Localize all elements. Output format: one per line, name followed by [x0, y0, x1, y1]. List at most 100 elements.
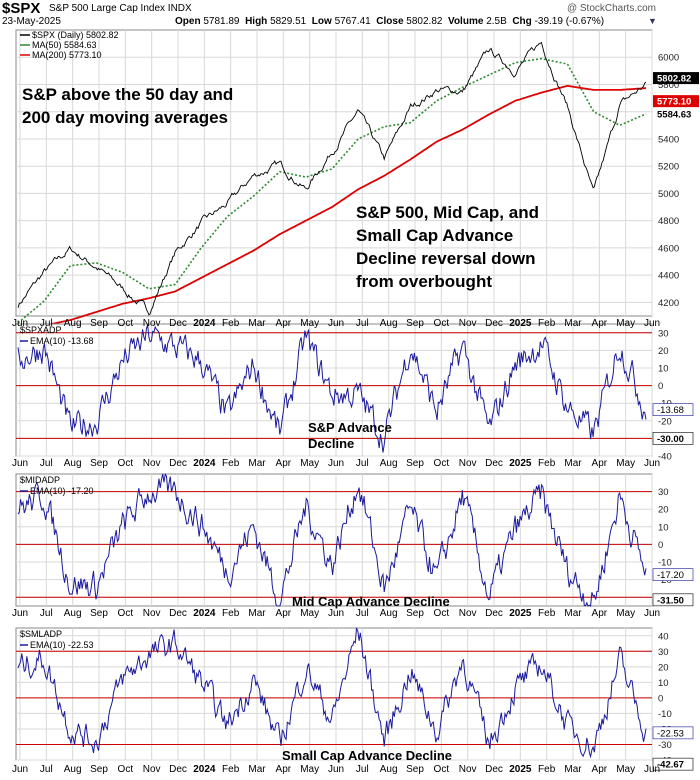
- y-tick-label: 4600: [658, 243, 679, 254]
- x-tick-label: Mar: [564, 458, 582, 469]
- x-tick-label: Apr: [276, 458, 292, 469]
- y-tick-label: 40: [658, 631, 669, 642]
- x-tick-label: Mar: [248, 458, 266, 469]
- x-tick-label: Oct: [118, 608, 134, 619]
- last-value-tag: [652, 432, 694, 445]
- legend-entry: $SPXADP: [20, 325, 62, 335]
- x-tick-label: Sep: [406, 764, 424, 775]
- chart-header: $SPX S&P 500 Large Cap Index INDX @ Stoc…: [0, 0, 700, 27]
- index-name: S&P 500 Large Cap Index INDX: [49, 3, 192, 14]
- x-tick-label: 2025: [509, 458, 532, 469]
- x-tick-label: 2024: [193, 318, 216, 329]
- legend-entry: MA(50) 5584.63: [32, 40, 97, 50]
- x-tick-label: Feb: [222, 608, 240, 619]
- annotation-text: S&P Advance: [308, 420, 392, 435]
- close-label: Close: [376, 16, 404, 27]
- x-axis-row: Jun Jul Aug Sep Oct Nov Dec 2024 Feb Mar Apr May Jun…: [12, 764, 660, 775]
- last-value-tag: [652, 403, 694, 416]
- annotation-text: Decline reversal down: [356, 249, 536, 268]
- x-tick-label: Sep: [406, 318, 424, 329]
- x-tick-label: Feb: [538, 458, 556, 469]
- y-tick-label: 10: [658, 678, 669, 689]
- x-tick-label: Jun: [12, 764, 28, 775]
- chart-date: 23-May-2025: [2, 16, 61, 27]
- annotation-text: S&P above the 50 day and: [22, 85, 233, 104]
- legend-entry: EMA(10) -17.20: [30, 486, 94, 496]
- y-tick-label: 4800: [658, 216, 679, 227]
- x-tick-label: Sep: [90, 318, 108, 329]
- chg-label: Chg: [512, 16, 532, 27]
- last-value-tag: [652, 568, 694, 581]
- x-tick-label: Sep: [90, 608, 108, 619]
- x-tick-label: Aug: [380, 764, 398, 775]
- y-tick-label: 20: [658, 505, 669, 516]
- annotation-text: 200 day moving averages: [22, 108, 228, 127]
- x-tick-label: Dec: [485, 318, 503, 329]
- x-tick-label: Oct: [434, 458, 450, 469]
- last-value-tag: [653, 72, 699, 85]
- x-tick-label: Jun: [328, 764, 344, 775]
- legend-entry: $MIDADP: [20, 475, 60, 485]
- y-tick-label: 5400: [658, 134, 679, 145]
- exchange: INDX: [167, 3, 192, 14]
- y-tick-label: 4200: [658, 298, 679, 309]
- x-tick-label: Sep: [90, 764, 108, 775]
- x-tick-label: Jun: [12, 318, 28, 329]
- x-tick-label: Dec: [169, 318, 187, 329]
- x-tick-label: Dec: [485, 608, 503, 619]
- x-tick-label: Jul: [40, 458, 53, 469]
- x-tick-label: May: [300, 764, 319, 775]
- x-tick-label: Apr: [276, 318, 292, 329]
- x-tick-label: Dec: [169, 608, 187, 619]
- last-value-tag: [652, 593, 694, 607]
- panel-frame: [15, 473, 653, 607]
- x-tick-label: May: [300, 318, 319, 329]
- x-tick-label: Dec: [169, 764, 187, 775]
- close-value: 5802.82: [406, 16, 443, 27]
- dropdown-caret-icon[interactable]: ▼: [648, 16, 657, 26]
- last-value-tag: [653, 107, 699, 120]
- y-tick-label: 5800: [658, 80, 679, 91]
- y-tick-label: 20: [658, 662, 669, 673]
- high-value: 5829.51: [270, 16, 307, 27]
- x-tick-label: Apr: [592, 458, 608, 469]
- volume-label: Volume: [448, 16, 484, 27]
- x-tick-label: Nov: [143, 764, 161, 775]
- x-tick-label: May: [616, 764, 635, 775]
- last-value-label: -22.53: [657, 728, 684, 739]
- annotation-text: from overbought: [356, 272, 492, 291]
- watermark: @ StockCharts.com: [566, 3, 656, 14]
- y-tick-label: 30: [658, 647, 669, 658]
- volume-value: 2.5B: [486, 16, 507, 27]
- x-tick-label: Feb: [538, 318, 556, 329]
- y-tick-label: -10: [658, 709, 672, 720]
- x-tick-label: May: [616, 608, 635, 619]
- last-value-label: 5773.10: [657, 97, 691, 108]
- annotation-text: S&P 500, Mid Cap, and: [356, 203, 539, 222]
- last-value-label: -30.00: [657, 434, 684, 445]
- series-ema-line: [17, 324, 647, 453]
- x-tick-label: Aug: [380, 318, 398, 329]
- x-tick-label: Sep: [406, 608, 424, 619]
- y-tick-label: -30: [658, 740, 672, 751]
- x-tick-label: Dec: [485, 458, 503, 469]
- x-tick-label: Nov: [459, 608, 477, 619]
- panel-frame: [15, 627, 653, 761]
- x-tick-label: Dec: [485, 764, 503, 775]
- annotation-text: Small Cap Advance Decline: [282, 748, 452, 763]
- x-tick-label: Mar: [564, 764, 582, 775]
- y-tick-label: 5200: [658, 162, 679, 173]
- x-tick-label: Feb: [538, 764, 556, 775]
- x-tick-label: Jul: [40, 608, 53, 619]
- x-tick-label: Nov: [459, 318, 477, 329]
- panel-frame: [15, 29, 653, 317]
- x-tick-label: Feb: [538, 608, 556, 619]
- y-tick-label: 6000: [658, 53, 679, 64]
- x-tick-label: Nov: [143, 318, 161, 329]
- x-tick-label: Oct: [434, 318, 450, 329]
- x-tick-label: Dec: [169, 458, 187, 469]
- x-tick-label: Apr: [592, 764, 608, 775]
- x-tick-label: Mar: [248, 608, 266, 619]
